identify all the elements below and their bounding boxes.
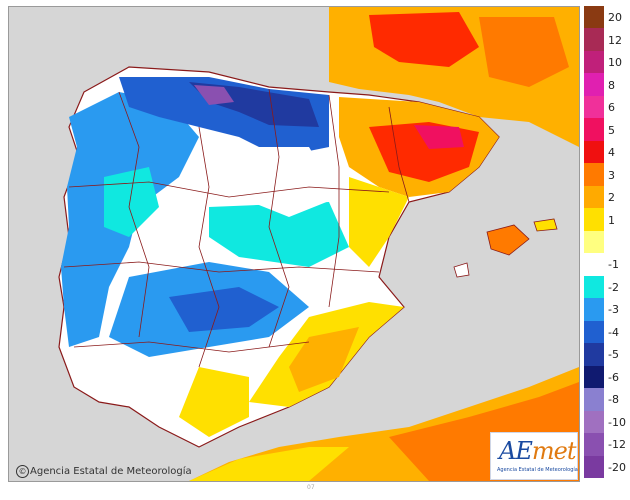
cold-white-center (239, 147, 339, 217)
legend-label: -12 (608, 438, 626, 452)
legend-swatch (584, 185, 604, 209)
legend-swatch (584, 343, 604, 367)
legend-swatch (584, 253, 604, 277)
france-hot-core (369, 12, 479, 67)
legend-swatch (584, 275, 604, 299)
menorca (533, 218, 558, 232)
iberia-temperature-map (9, 7, 579, 481)
france-orange (479, 17, 569, 87)
legend-label: 20 (608, 11, 622, 25)
legend-swatch (584, 73, 604, 97)
legend-swatch (584, 118, 604, 142)
legend-swatch (584, 163, 604, 187)
legend-label: -6 (608, 370, 619, 384)
aemet-logo: AEmet Agencia Estatal de Meteorología (490, 432, 578, 480)
legend-swatch (584, 6, 604, 29)
warm-northeast-pink (414, 125, 464, 149)
legend-label: 12 (608, 33, 622, 47)
legend-swatch (584, 230, 604, 254)
legend-swatch (584, 410, 604, 434)
legend-label: -20 (608, 460, 626, 474)
legend-label: 3 (608, 168, 615, 182)
legend-label: -3 (608, 303, 619, 317)
legend-swatch (584, 365, 604, 389)
legend-label: 6 (608, 101, 615, 115)
legend-label: -4 (608, 325, 619, 339)
legend-swatch (584, 320, 604, 344)
anomaly-map (8, 6, 580, 482)
ibiza (453, 262, 470, 278)
logo-part-a: AE (499, 437, 533, 465)
legend-label: 8 (608, 78, 615, 92)
warm-southeast-orange (289, 327, 359, 392)
warm-east-yellow (349, 177, 409, 267)
color-legend: 20 12 10 8 6 5 4 3 2 1 -1 -2 -3 -4 -5 -6 -8 -10 -12 -20 (582, 6, 630, 479)
legend-label: -8 (608, 393, 619, 407)
legend-label: 2 (608, 191, 615, 205)
warm-south-yellow (179, 367, 249, 437)
copyright-icon: © (16, 465, 29, 478)
legend-swatch (584, 95, 604, 119)
bottom-note: 07 (307, 484, 315, 491)
cold-south-dark (169, 287, 279, 332)
legend-label: -2 (608, 280, 619, 294)
legend-swatch (584, 433, 604, 457)
legend-label: -5 (608, 348, 619, 362)
north-africa-yellow (189, 447, 349, 481)
legend-swatch (584, 388, 604, 412)
credit-text: Agencia Estatal de Meteorología (30, 466, 192, 477)
legend-label: 10 (608, 56, 622, 70)
cold-cyan-center (209, 202, 349, 267)
legend-swatch (584, 208, 604, 232)
logo-subtitle: Agencia Estatal de Meteorología (497, 467, 578, 473)
legend-swatch (584, 140, 604, 164)
logo-wordmark: AEmet (499, 437, 577, 465)
legend-swatch (584, 298, 604, 322)
mallorca (486, 224, 530, 256)
legend-label: 5 (608, 123, 615, 137)
cold-cyan-west (104, 167, 159, 237)
legend-label: 4 (608, 146, 615, 160)
legend-swatch (584, 455, 604, 479)
legend-swatch (584, 50, 604, 74)
province-borders (63, 88, 410, 368)
logo-part-b: met (531, 437, 577, 465)
cold-purple (194, 85, 234, 105)
legend-label: -1 (608, 258, 619, 272)
legend-label: -10 (608, 415, 626, 429)
legend-label: 1 (608, 213, 615, 227)
legend-swatch (584, 28, 604, 52)
